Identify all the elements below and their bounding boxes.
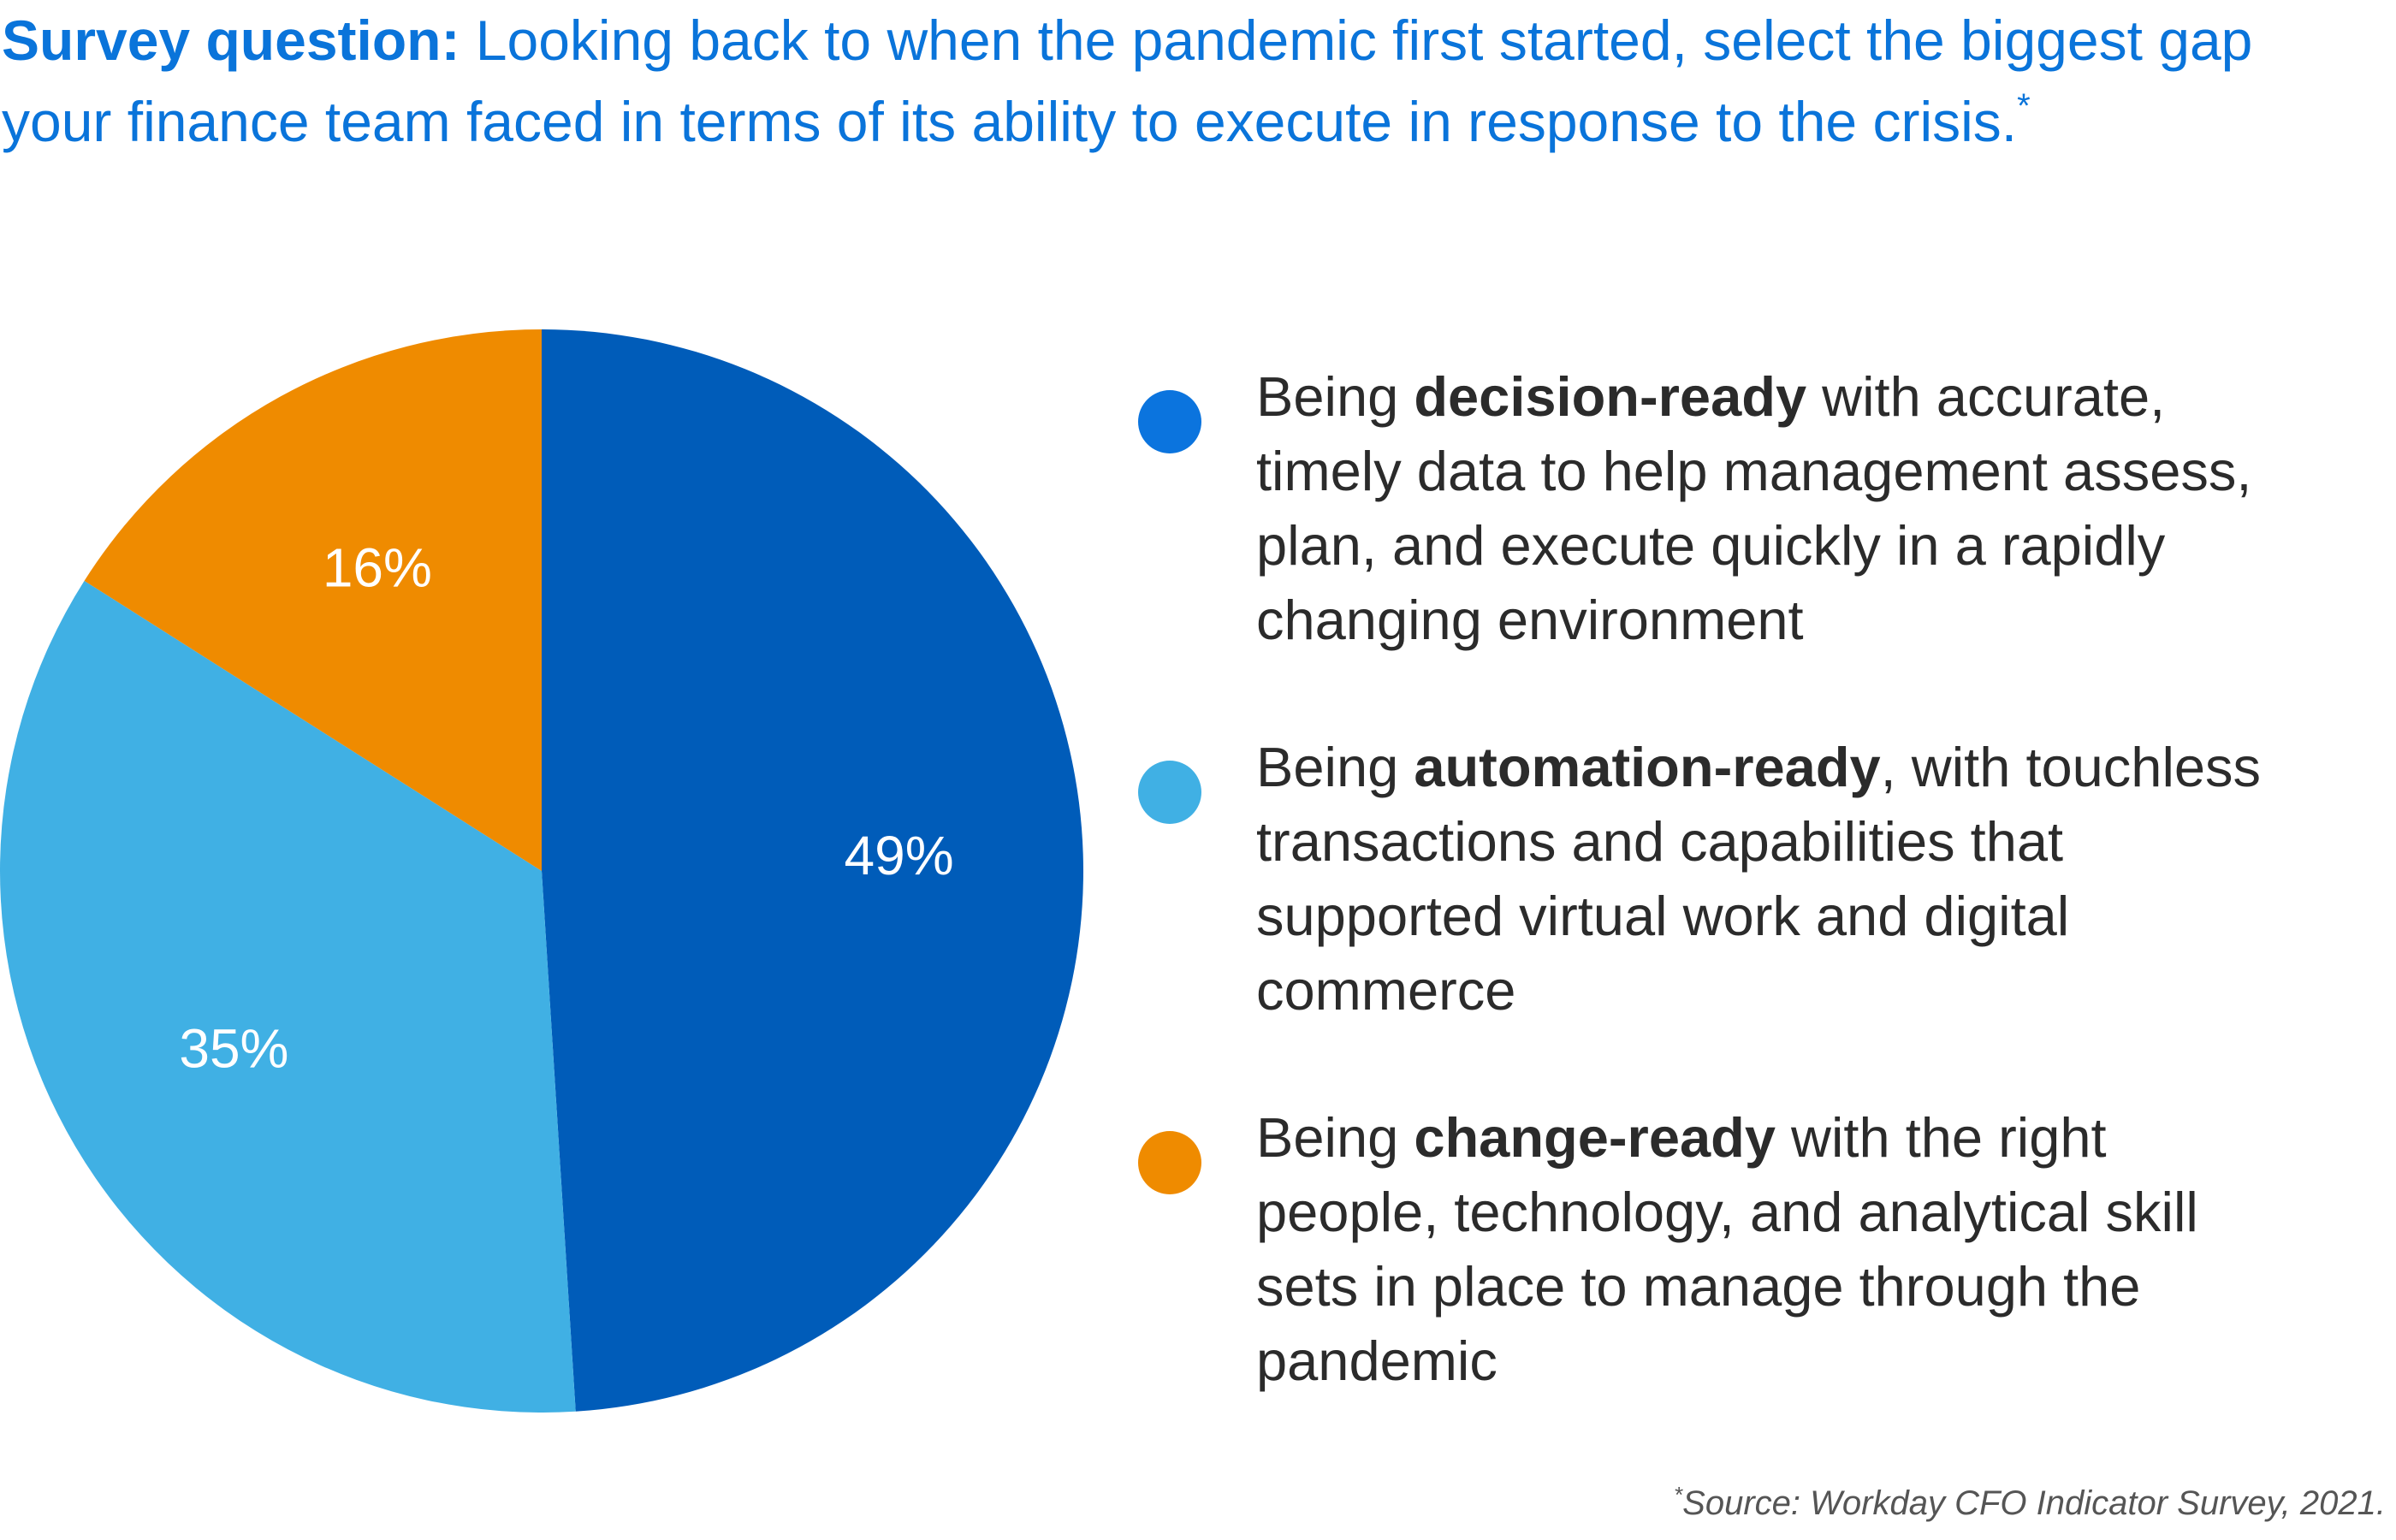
pie-slice-35 xyxy=(0,580,576,1413)
legend-prefix: Being xyxy=(1256,1106,1414,1169)
legend-text-automation-ready: Being automation-ready, with touchless t… xyxy=(1256,730,2266,1028)
legend-description: , with touchless transactions and capabi… xyxy=(1256,736,2262,1022)
legend-description: with the right people, technology, and a… xyxy=(1256,1106,2198,1392)
legend-text-decision-ready: Being decision-ready with accurate, time… xyxy=(1256,359,2266,657)
pie-slice-49 xyxy=(542,329,1083,1412)
survey-question-label: Survey question: xyxy=(2,9,460,72)
pie-slice-label-35: 35% xyxy=(179,1018,288,1080)
legend-keyword: decision-ready xyxy=(1414,365,1807,428)
legend-prefix: Being xyxy=(1256,365,1414,428)
legend-text-change-ready: Being change-ready with the right people… xyxy=(1256,1100,2266,1398)
legend-dot-automation-ready xyxy=(1138,761,1201,824)
legend-description: with accurate, timely data to help manag… xyxy=(1256,365,2252,651)
footnote-text: Source: Workday CFO Indicator Survey, 20… xyxy=(1682,1484,2386,1522)
pie-slices xyxy=(0,329,1083,1413)
pie-slice-16 xyxy=(84,329,543,871)
legend-dot-decision-ready xyxy=(1138,390,1201,453)
survey-question-footnote-marker: * xyxy=(2017,87,2031,125)
survey-question-text: Looking back to when the pandemic first … xyxy=(2,9,2253,153)
legend-keyword: change-ready xyxy=(1414,1106,1776,1169)
source-footnote: *Source: Workday CFO Indicator Survey, 2… xyxy=(1674,1484,2386,1523)
legend-dot-change-ready xyxy=(1138,1131,1201,1194)
pie-slice-label-16: 16% xyxy=(323,536,432,598)
survey-question: Survey question: Looking back to when th… xyxy=(2,0,2346,163)
pie-slice-label-49: 49% xyxy=(845,825,954,886)
legend-keyword: automation-ready xyxy=(1414,736,1881,798)
footnote-marker: * xyxy=(1674,1482,1683,1507)
pie-slice-labels: 49% 35% 16% xyxy=(179,536,953,1079)
pie-chart: 49% 35% 16% xyxy=(0,329,1083,1413)
legend-prefix: Being xyxy=(1256,736,1414,798)
